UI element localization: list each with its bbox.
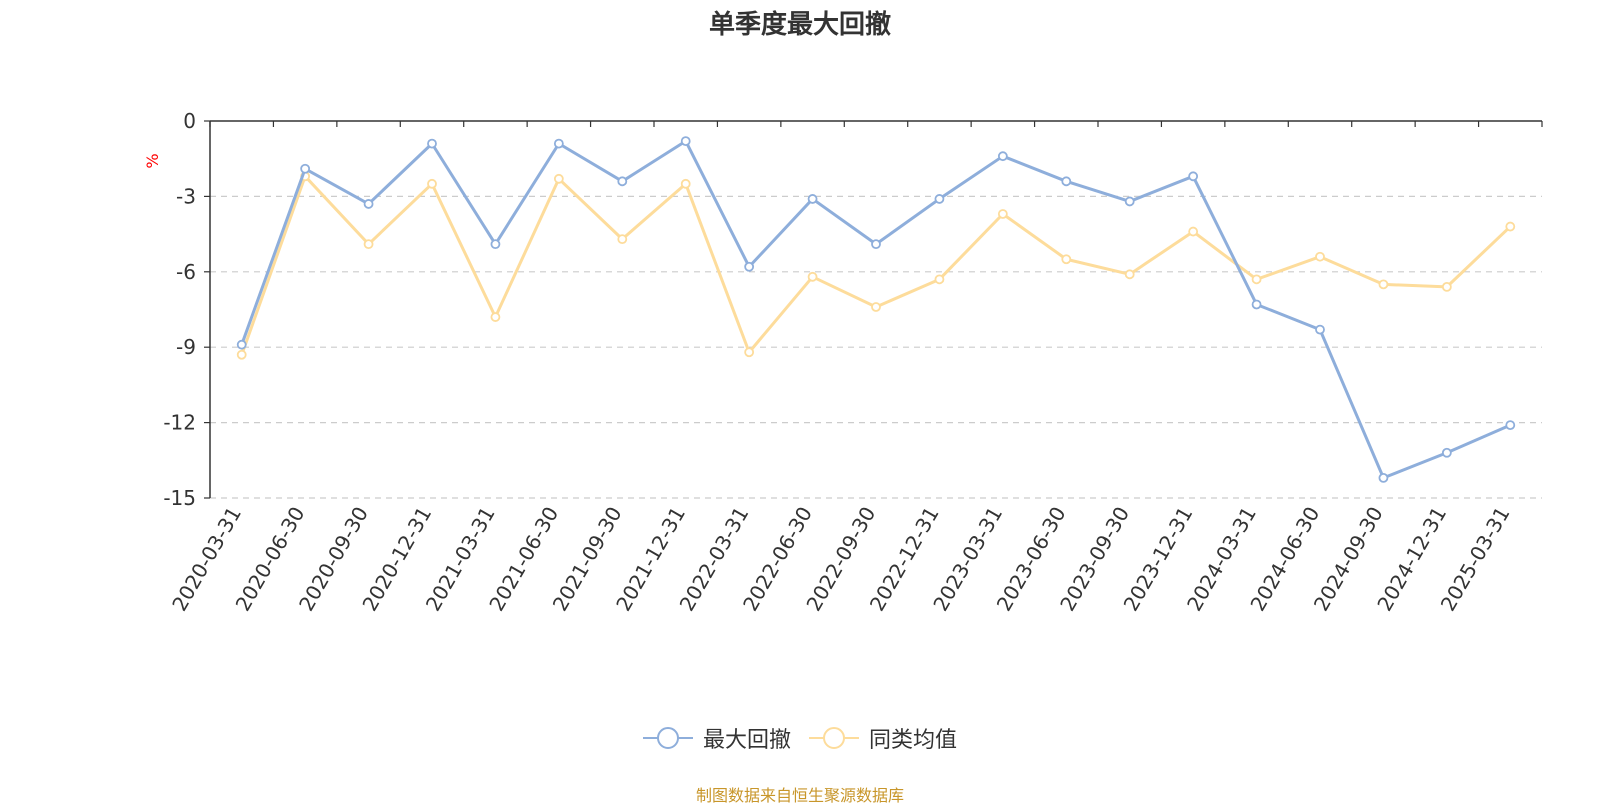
data-point-peer-average xyxy=(1315,251,1325,262)
legend-marker-max-drawdown-icon xyxy=(642,727,693,749)
legend-item-peer-average[interactable]: 同类均值 xyxy=(809,722,957,754)
data-point-peer-average xyxy=(934,274,945,285)
legend-marker-peer-average-icon xyxy=(809,727,859,749)
data-point-max-drawdown xyxy=(363,199,374,209)
data-point-max-drawdown xyxy=(553,138,564,149)
data-point-peer-average xyxy=(427,178,437,189)
data-point-max-drawdown xyxy=(427,138,437,149)
chart-title: 单季度最大回撤 xyxy=(708,10,891,40)
y-axis-label: % xyxy=(143,153,162,168)
data-point-peer-average xyxy=(744,347,755,358)
data-point-peer-average xyxy=(236,349,247,360)
legend-label-max-drawdown: 最大回撤 xyxy=(702,728,791,753)
data-point-peer-average xyxy=(1188,226,1199,237)
data-point-peer-average xyxy=(1061,254,1072,265)
source-note: 制图数据来自恒生聚源数据库 xyxy=(695,786,904,805)
data-point-peer-average xyxy=(807,271,818,282)
y-tick-label: -9 xyxy=(176,335,196,359)
data-point-max-drawdown xyxy=(1315,324,1325,335)
data-point-max-drawdown xyxy=(1378,472,1389,483)
data-point-max-drawdown xyxy=(490,239,501,250)
data-point-peer-average xyxy=(871,302,881,312)
data-point-peer-average xyxy=(1441,281,1452,292)
data-point-peer-average xyxy=(997,209,1008,219)
data-point-max-drawdown xyxy=(744,261,755,272)
data-point-max-drawdown xyxy=(934,194,945,204)
data-point-max-drawdown xyxy=(617,176,628,187)
data-point-max-drawdown xyxy=(1124,196,1135,207)
data-point-max-drawdown xyxy=(807,194,818,204)
data-point-max-drawdown xyxy=(300,163,311,174)
data-point-peer-average xyxy=(1378,279,1389,290)
y-tick-label: -12 xyxy=(163,411,196,435)
y-tick-label: -6 xyxy=(176,260,196,284)
legend-item-max-drawdown[interactable]: 最大回撤 xyxy=(642,722,791,754)
data-point-max-drawdown xyxy=(871,239,881,250)
data-point-max-drawdown xyxy=(1061,176,1072,187)
data-point-peer-average xyxy=(680,178,691,189)
data-point-max-drawdown xyxy=(1188,171,1199,182)
data-point-max-drawdown xyxy=(1505,420,1516,431)
data-point-max-drawdown xyxy=(236,339,247,350)
data-point-peer-average xyxy=(490,312,501,322)
data-point-peer-average xyxy=(1505,221,1516,232)
data-point-max-drawdown xyxy=(1441,447,1452,458)
data-point-max-drawdown xyxy=(997,151,1008,162)
y-tick-label: 0 xyxy=(183,109,196,133)
data-point-max-drawdown xyxy=(680,136,691,147)
data-point-peer-average xyxy=(617,234,628,245)
legend-label-peer-average: 同类均值 xyxy=(869,728,958,753)
data-point-peer-average xyxy=(1251,274,1262,285)
data-point-max-drawdown xyxy=(1251,299,1262,310)
line-chart: 0-3-6-9-12-15%2020-03-312020-06-302020-0… xyxy=(143,109,1543,615)
legend: 最大回撤 同类均值 xyxy=(0,722,1600,754)
y-tick-label: -15 xyxy=(163,486,196,510)
data-point-peer-average xyxy=(363,239,374,250)
data-point-peer-average xyxy=(1124,269,1135,280)
y-tick-label: -3 xyxy=(176,184,196,208)
data-point-peer-average xyxy=(553,173,564,184)
